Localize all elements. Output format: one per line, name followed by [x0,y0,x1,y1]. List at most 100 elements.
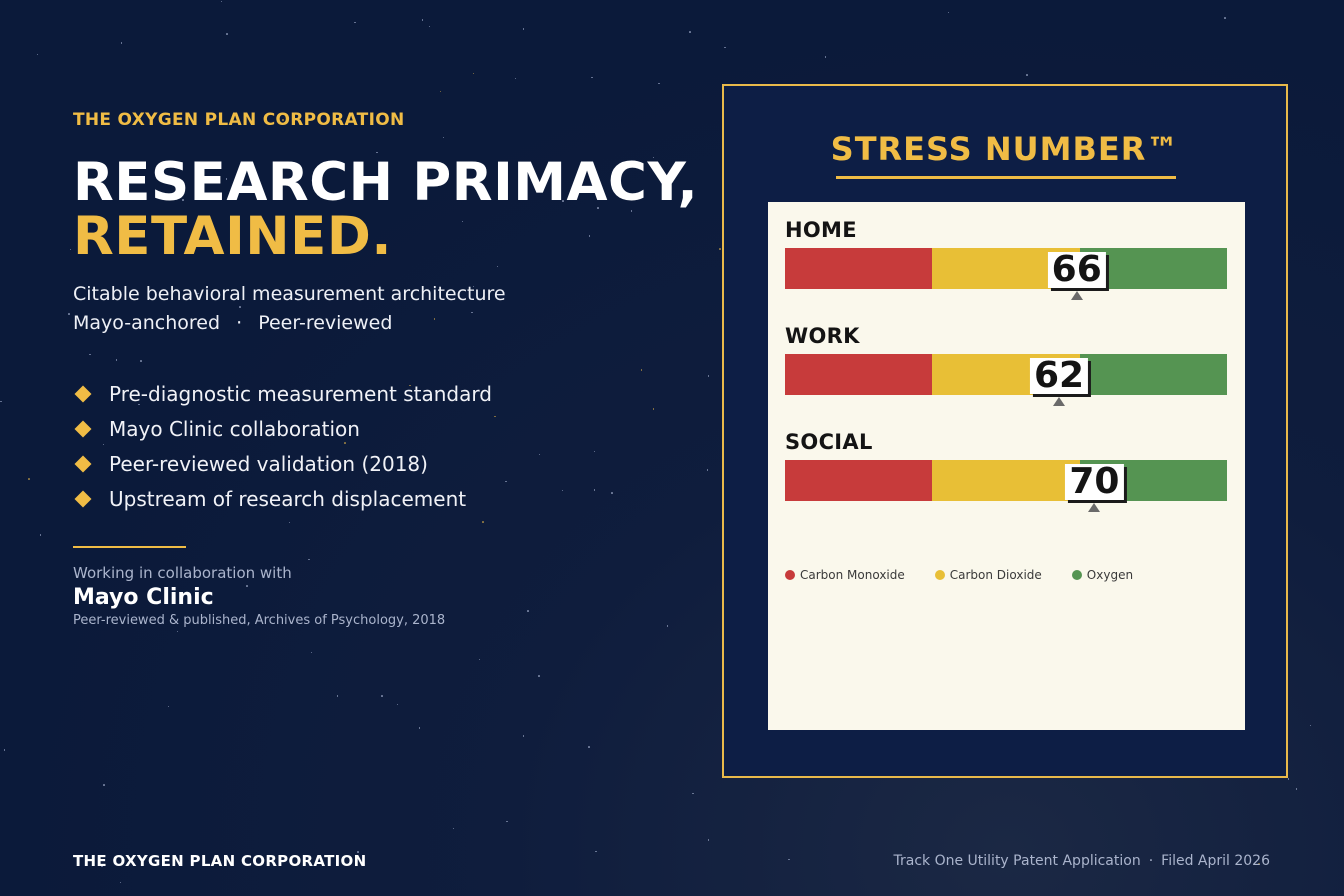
feature-item: Pre-diagnostic measurement standard [73,376,693,411]
legend-item-carbon-monoxide: Carbon Monoxide [785,568,905,582]
legend-swatch [785,570,795,580]
gauge-label: WORK [785,324,860,348]
zone-carbon-monoxide [785,460,933,501]
star-dot [1309,724,1312,727]
star-dot [472,72,475,75]
star-dot [396,703,399,706]
collab-note: Peer-reviewed & published, Archives of P… [73,613,446,628]
star-dot [226,33,228,35]
footer-filed-date: Filed April 2026 [1161,853,1270,869]
star-dot [522,28,525,30]
star-dot [418,727,421,729]
gauge-home: HOME 66 [785,218,1227,300]
panel-title: STRESS NUMBER™ [830,130,1180,168]
feature-item: Mayo Clinic collaboration [73,411,693,446]
gauge-social: SOCIAL 70 [785,430,1227,512]
subtitle-separator: · [236,312,243,334]
star-dot [176,630,179,633]
legend-label: Carbon Monoxide [800,568,905,582]
star-dot [658,82,660,85]
star-dot [707,375,710,377]
subtitle-line-1: Citable behavioral measurement architect… [73,283,506,305]
collab-partner-name: Mayo Clinic [73,585,214,610]
legend-item-oxygen: Oxygen [1071,568,1134,582]
star-dot [310,651,313,654]
legend: Carbon Monoxide Carbon Dioxide Oxygen [785,568,1163,582]
star-dot [220,0,223,3]
star-dot [824,56,827,58]
gauge-card: HOME 66 WORK 62 SOCIAL 70 Carbon Monoxide Car… [768,202,1245,730]
diamond-bullet-icon [74,490,92,507]
gauge-pointer-icon [1088,503,1101,512]
stress-number-panel: STRESS NUMBER™ HOME 66 WORK 62 SOCIAL 70 Carb… [722,84,1288,778]
star-dot [591,76,593,79]
feature-list: Pre-diagnostic measurement standard Mayo… [73,376,693,516]
star-dot [707,839,710,841]
star-dot [1026,74,1028,76]
star-dot [439,90,442,93]
gauge-pointer-icon [1070,291,1083,300]
star-dot [452,827,455,830]
footer-company: THE OXYGEN PLAN CORPORATION [73,852,367,870]
star-dot [1295,788,1298,790]
hero-section: THE OXYGEN PLAN CORPORATION RESEARCH PRI… [73,110,699,628]
divider [73,546,186,548]
panel-title-underline [836,176,1176,179]
gauge-label: SOCIAL [785,430,873,454]
star-dot [788,858,790,861]
star-dot [506,820,508,823]
subtitle-tag-peer: Peer-reviewed [258,312,393,334]
star-dot [588,746,590,748]
star-dot [68,313,70,315]
feature-item: Upstream of research displacement [73,481,693,516]
star-dot [69,248,72,251]
collab-intro: Working in collaboration with [73,564,292,582]
zone-carbon-dioxide [932,460,1080,501]
star-dot [595,850,597,853]
headline: RESEARCH PRIMACY, RETAINED. [73,152,699,264]
zone-carbon-monoxide [785,248,933,289]
feature-text: Peer-reviewed validation (2018) [109,451,428,476]
legend-label: Carbon Dioxide [949,568,1042,582]
subtitle: Citable behavioral measurement architect… [73,280,693,338]
star-dot [421,19,424,21]
star-dot [0,400,2,403]
gauge-work: WORK 62 [785,324,1227,406]
gauge-bar: 62 [785,354,1227,406]
star-dot [36,53,39,56]
star-dot [167,705,170,708]
feature-text: Mayo Clinic collaboration [109,416,360,441]
gauge-label: HOME [785,218,857,242]
footer-separator: · [1148,853,1154,869]
star-dot [381,695,383,697]
footer-application: Track One Utility Patent Application [893,853,1141,869]
gauge-pointer-icon [1053,397,1066,406]
star-dot [120,42,123,44]
subtitle-tag-mayo: Mayo-anchored [73,312,221,334]
star-dot [28,478,30,480]
star-dot [336,695,339,697]
star-dot [689,31,691,33]
star-dot [103,784,105,786]
diamond-bullet-icon [74,385,92,402]
diamond-bullet-icon [74,455,92,472]
star-dot [1224,17,1226,19]
company-eyebrow: THE OXYGEN PLAN CORPORATION [73,110,405,130]
star-dot [947,11,950,14]
gauge-value: 70 [1065,464,1124,500]
headline-line-1: RESEARCH PRIMACY, [73,152,699,213]
zone-carbon-monoxide [785,354,933,395]
star-dot [706,469,709,471]
legend-label: Oxygen [1086,568,1134,582]
feature-text: Pre-diagnostic measurement standard [109,381,492,406]
star-dot [522,735,525,737]
star-dot [3,749,6,751]
gauge-value: 66 [1047,252,1106,288]
star-dot [538,675,540,677]
feature-item: Peer-reviewed validation (2018) [73,446,693,481]
gauge-bar: 70 [785,460,1227,512]
star-dot [39,534,42,536]
star-dot [1287,778,1289,780]
star-dot [719,248,721,250]
gauge-bar: 66 [785,248,1227,300]
